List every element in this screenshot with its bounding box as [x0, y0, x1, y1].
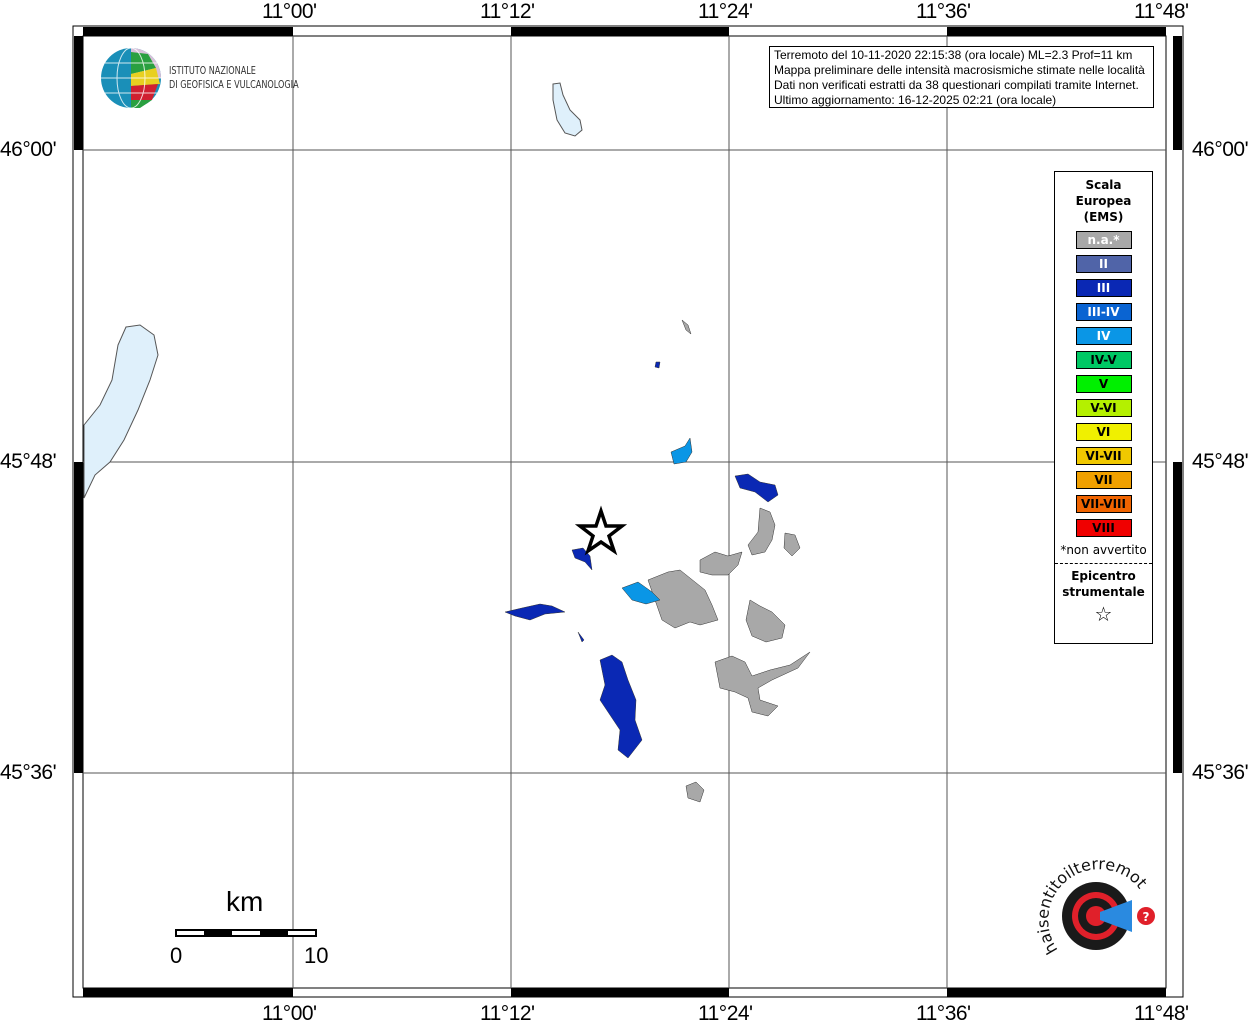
area-iii [577, 631, 585, 643]
legend-swatch-vii: VII [1075, 471, 1132, 489]
lon-label-bottom: 11°00' [262, 1002, 317, 1025]
area-iv [621, 581, 661, 605]
area-na [699, 551, 743, 576]
scale-max: 10 [304, 943, 329, 968]
lon-label-bottom: 11°48' [1134, 1002, 1189, 1025]
intensity-areas [504, 319, 811, 803]
legend-star-icon: ☆ [1094, 602, 1113, 626]
last-update: Ultimo aggiornamento: 16-12-2025 02:21 (… [774, 93, 1057, 107]
area-iii [504, 603, 566, 621]
intensity-legend: Scala Europea (EMS) n.a.* II III III-IV IV IV… [1054, 171, 1153, 644]
legend-swatch-na: n.a.* [1075, 231, 1132, 249]
lat-label-right: 45°36' [1192, 761, 1249, 784]
data-source: Dati non verificati estratti da 38 quest… [774, 78, 1139, 92]
legend-swatch-v: V [1075, 375, 1132, 393]
area-iii [734, 473, 779, 503]
legend-swatch-viiviii: VII-VIII [1075, 495, 1132, 513]
lat-label-right: 45°48' [1192, 450, 1249, 473]
area-na [647, 569, 719, 629]
legend-swatch-iv: IV [1075, 327, 1132, 345]
legend-swatch-iiiiv: III-IV [1075, 303, 1132, 321]
lake-small [552, 82, 583, 137]
legend-swatch-vivii: VI-VII [1075, 447, 1132, 465]
epicenter-label-line: strumentale [1062, 585, 1145, 599]
scale-bar [175, 929, 317, 937]
epicenter-label-line: Epicentro [1071, 569, 1136, 583]
legend-swatches: n.a.* II III III-IV IV IV-V V V-VI VI VI-VII VII VI… [1055, 231, 1152, 537]
area-na [685, 781, 705, 803]
legend-swatch-ii: II [1075, 255, 1132, 273]
legend-swatch-vi: VI [1075, 423, 1132, 441]
legend-epicenter: Epicentro strumentale [1055, 568, 1152, 600]
legend-swatch-iii: III [1075, 279, 1132, 297]
scale-min: 0 [170, 943, 183, 968]
lon-label-top: 11°12' [480, 0, 535, 23]
area-na [714, 651, 811, 717]
frame-ticks [74, 27, 1182, 997]
area-na [745, 599, 786, 643]
legend-swatch-vvi: V-VI [1075, 399, 1132, 417]
lon-label-bottom: 11°24' [698, 1002, 753, 1025]
area-na-small [681, 319, 692, 335]
svg-text:?: ? [1143, 910, 1150, 924]
legend-swatch-viii: VIII [1075, 519, 1132, 537]
map-frame-inner [82, 35, 1167, 989]
legend-title-line: (EMS) [1083, 210, 1124, 224]
area-iii [599, 654, 643, 759]
legend-divider [1055, 563, 1152, 564]
lon-label-top: 11°24' [698, 0, 753, 23]
lon-label-top: 11°00' [262, 0, 317, 23]
lat-label-right: 46°00' [1192, 138, 1249, 161]
lon-label-top: 11°36' [916, 0, 971, 23]
lat-label-left: 46°00' [0, 138, 57, 161]
legend-title-line: Scala [1085, 178, 1122, 192]
area-iii-small [654, 361, 661, 369]
legend-title-line: Europea [1075, 194, 1132, 208]
scale-unit: km [226, 886, 264, 917]
ingv-logo-text: ISTITUTO NAZIONALE DI GEOFISICA E VULCAN… [169, 64, 299, 92]
epicenter-star-icon [574, 505, 628, 556]
event-line: Terremoto del 10-11-2020 22:15:38 (ora l… [774, 48, 1133, 62]
lon-label-bottom: 11°12' [480, 1002, 535, 1025]
legend-title: Scala Europea (EMS) [1055, 177, 1152, 225]
ingv-logo-globe-icon [101, 47, 161, 109]
lat-label-left: 45°48' [0, 450, 57, 473]
legend-swatch-ivv: IV-V [1075, 351, 1132, 369]
lake-garda [83, 324, 159, 499]
event-info-box: Terremoto del 10-11-2020 22:15:38 (ora l… [769, 46, 1154, 108]
area-iv [670, 437, 693, 465]
map-description: Mappa preliminare delle intensità macros… [774, 63, 1145, 77]
ingv-line2: DI GEOFISICA E VULCANOLOGIA [169, 78, 299, 91]
area-na [783, 532, 801, 557]
lon-label-bottom: 11°36' [916, 1002, 971, 1025]
lat-label-left: 45°36' [0, 761, 57, 784]
lon-label-top: 11°48' [1134, 0, 1189, 23]
graticule [83, 36, 1166, 988]
legend-note: *non avvertito [1060, 543, 1147, 557]
area-na [747, 507, 776, 556]
ingv-line1: ISTITUTO NAZIONALE [169, 64, 256, 77]
